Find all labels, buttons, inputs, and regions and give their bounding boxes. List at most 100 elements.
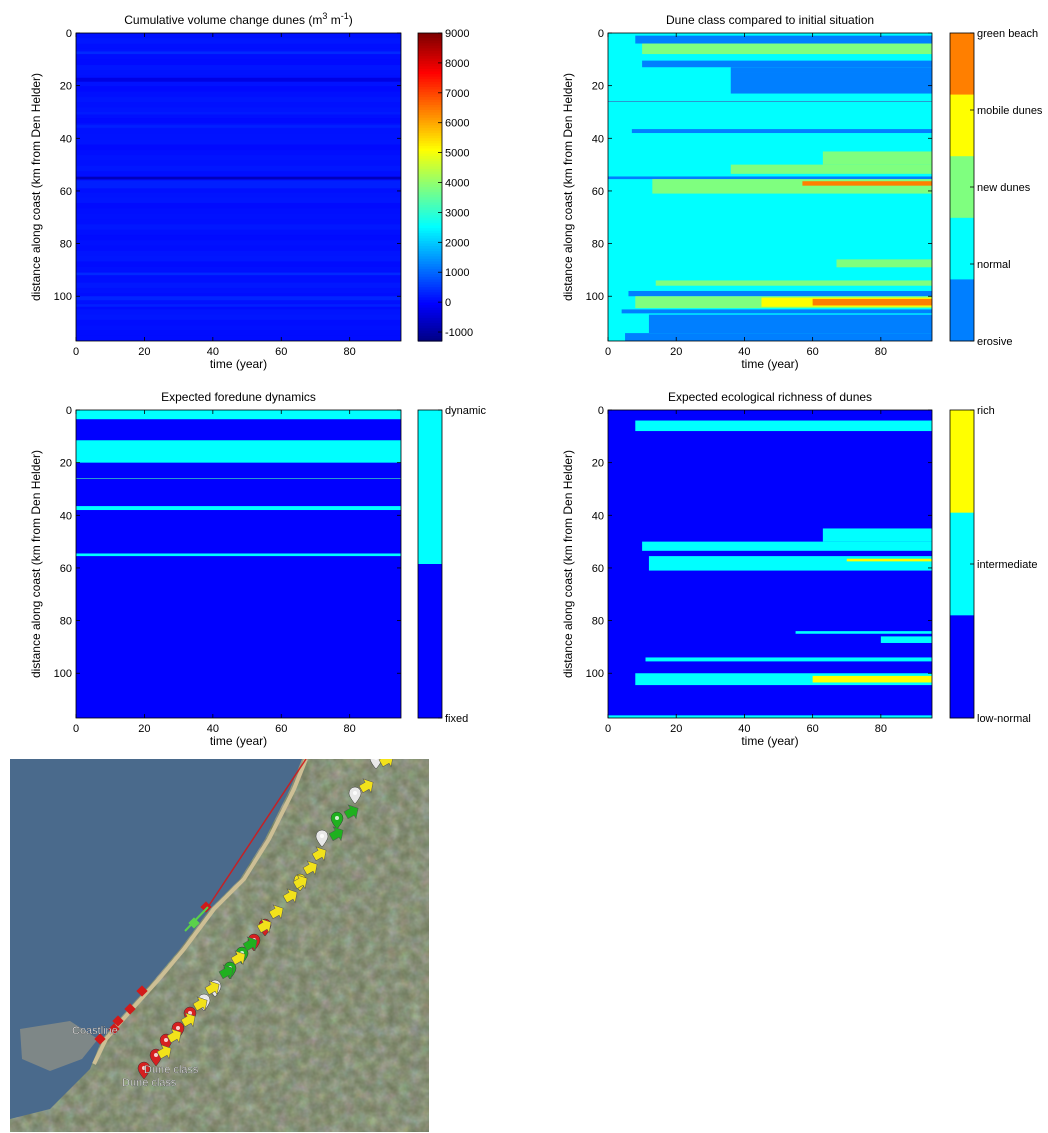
map-marker-arrow [302, 860, 318, 876]
colorbar-segment [418, 194, 442, 198]
x-tick-label: 20 [670, 723, 682, 735]
colorbar-tick-label: -1000 [445, 327, 473, 339]
colorbar-tick-label: 3000 [445, 207, 469, 219]
colorbar-frame [417, 409, 443, 719]
colorbar-tick-label: 7000 [445, 88, 469, 100]
colorbar-segment [418, 187, 442, 191]
colorbar-segment [418, 276, 442, 280]
colorbar-segment [418, 253, 442, 257]
colorbar-segment [418, 215, 442, 219]
colorbar-tick-label: green beach [977, 28, 1038, 40]
title-part: Cumulative volume change dunes (m [124, 13, 322, 27]
heatmap-region-erosive [631, 129, 932, 134]
colorbar-segment [418, 325, 442, 329]
heatmap-row [76, 70, 401, 76]
heatmap-row [76, 102, 401, 108]
map-marker-pin [137, 1061, 151, 1080]
colorbar-segment [418, 238, 442, 242]
title-part: m [327, 13, 340, 27]
colorbar-segment [418, 61, 442, 65]
map-marker-arrow [282, 888, 298, 904]
map-coast-marker [200, 901, 212, 913]
colorbar-segment [418, 143, 442, 147]
heatmap-stripe [76, 111, 401, 115]
colorbar-segment [418, 84, 442, 88]
marker-pin [315, 829, 329, 848]
x-tick-label: 40 [738, 346, 750, 358]
colorbar-segment [418, 45, 442, 49]
heatmap-row [76, 245, 401, 252]
colorbar-segment [418, 305, 442, 309]
colorbar-segment [418, 181, 442, 186]
colorbar-segment [418, 92, 442, 96]
colorbar-segment [418, 102, 442, 106]
heatmap-region-new-dunes [655, 280, 932, 286]
y-tick-label: 20 [60, 458, 72, 470]
colorbar-segment [418, 243, 442, 247]
heatmap-region-dynamic [76, 410, 401, 420]
colorbar-segment [418, 274, 442, 278]
x-axis-label: time (year) [741, 357, 798, 371]
y-axis-label: distance along coast (km from Den Helder… [29, 73, 43, 301]
heatmap-region-dynamic [76, 440, 401, 463]
colorbar-segment [418, 163, 442, 168]
y-tick-label: 80 [60, 616, 72, 628]
colorbar-segment [418, 99, 442, 103]
colorbar-segment [418, 38, 442, 42]
colorbar-tick-label: mobile dunes [977, 105, 1043, 117]
y-tick-label: 40 [60, 133, 72, 145]
marker-dot [353, 791, 357, 795]
x-tick-label: 60 [807, 723, 819, 735]
heatmap-row [76, 277, 401, 283]
colorbar-segment [418, 148, 442, 152]
heatmap-row [76, 144, 401, 151]
map-coast-marker [108, 1023, 120, 1035]
heatmap-row [76, 91, 401, 98]
heatmap-row [76, 155, 401, 161]
axes-frame [607, 32, 933, 342]
heatmap-region-new-dunes [642, 43, 932, 55]
colorbar-tick-label: rich [977, 405, 995, 417]
colorbar: rich intermediate low-normal [949, 405, 1038, 725]
satellite-map: Coastline Dune class Dune class [10, 759, 429, 1132]
y-tick-label: 0 [66, 28, 72, 40]
axes-frame [75, 409, 402, 719]
colorbar-segment [418, 230, 442, 234]
y-tick-label: 40 [592, 133, 604, 145]
marker-dot [374, 759, 378, 760]
heatmap-row [76, 197, 401, 204]
colorbar-segment [418, 48, 442, 52]
map-markers [94, 759, 394, 1080]
heatmap-row [76, 187, 401, 193]
colorbar-segment [418, 212, 442, 216]
colorbar-segment [418, 50, 442, 55]
x-axis-label: time (year) [741, 734, 798, 748]
colorbar-segment [418, 317, 442, 322]
colorbar-segment [418, 56, 442, 60]
heatmap-row [76, 319, 401, 326]
colorbar-segment [418, 302, 442, 306]
colorbar-segment [418, 312, 442, 316]
map-marker-arrow [378, 759, 394, 768]
heatmap-region-erosive [635, 35, 932, 44]
colorbar-segment [418, 335, 442, 340]
plot-area [608, 33, 932, 341]
chart-panel-4: rich intermediate low-normal 0 20 40 60 80 0 20 40… [561, 390, 1038, 748]
map-marker-arrow [192, 996, 208, 1012]
colorbar-segment [418, 199, 442, 203]
colorbar-segment [418, 292, 442, 296]
colorbar-tick-label: new dunes [977, 182, 1031, 194]
heatmap-row [76, 335, 401, 341]
colorbar-segment [418, 97, 442, 101]
colorbar-segment [418, 133, 442, 137]
colorbar-segment [418, 115, 442, 119]
colorbar-segment [418, 271, 442, 275]
heatmap-row [76, 213, 401, 220]
heatmap-region-intermediate [635, 420, 932, 432]
colorbar-segment [418, 251, 442, 255]
x-tick-label: 0 [605, 346, 611, 358]
heatmap-row [76, 287, 401, 294]
x-tick-label: 80 [344, 723, 356, 735]
map-coast-segment [207, 759, 307, 908]
heatmap-row [76, 117, 401, 124]
